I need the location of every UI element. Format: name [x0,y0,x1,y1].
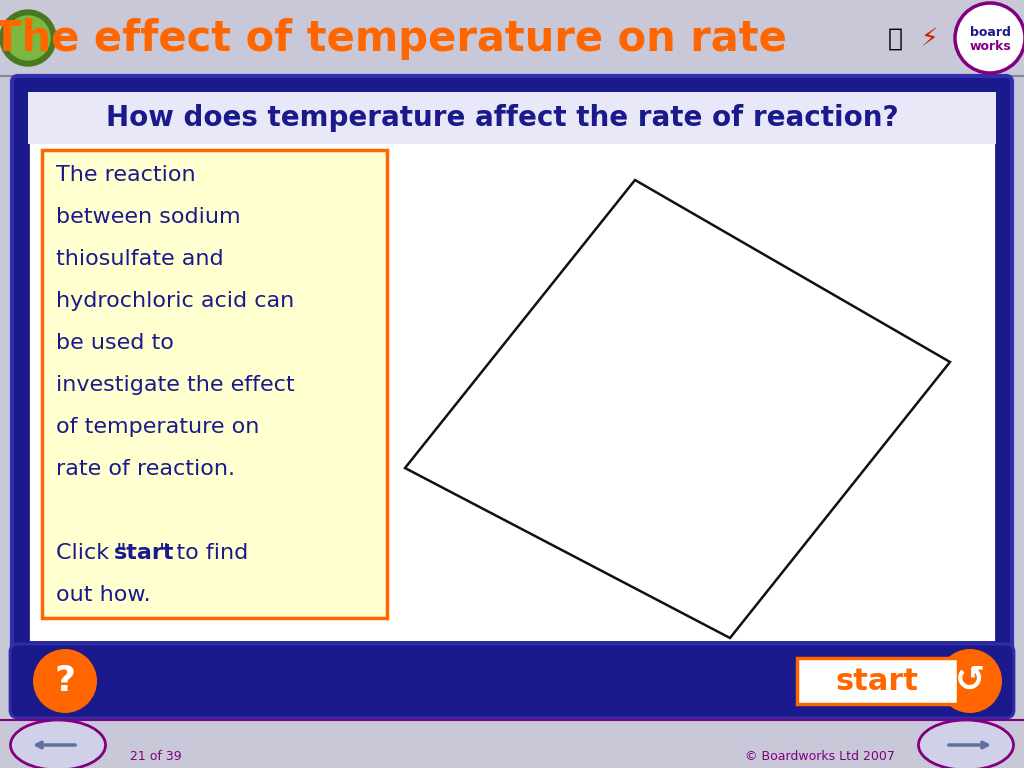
Bar [0,0,1024,75]
Circle shape [938,649,1002,713]
Text: be used to: be used to [56,333,174,353]
Bar [28,92,996,144]
Text: 📖: 📖 [888,27,902,51]
Circle shape [33,649,97,713]
Circle shape [6,16,50,60]
Circle shape [0,10,56,66]
Text: How does temperature affect the rate of reaction?: How does temperature affect the rate of … [105,104,898,132]
Text: © Boardworks Ltd 2007: © Boardworks Ltd 2007 [745,750,895,763]
Text: ?: ? [54,664,76,698]
Text: The reaction: The reaction [56,165,196,185]
Circle shape [955,3,1024,73]
Text: of temperature on: of temperature on [56,417,259,437]
Text: ⚡: ⚡ [922,27,939,51]
FancyBboxPatch shape [797,658,958,704]
FancyBboxPatch shape [10,644,1014,718]
Ellipse shape [919,720,1014,768]
Text: The effect of temperature on rate: The effect of temperature on rate [0,18,786,60]
Text: works: works [969,39,1011,52]
Text: rate of reaction.: rate of reaction. [56,459,234,479]
Text: thiosulfate and: thiosulfate and [56,249,223,269]
Polygon shape [406,180,950,638]
Text: 21 of 39: 21 of 39 [130,750,181,763]
Text: out how.: out how. [56,585,151,605]
Bar [28,92,996,642]
Text: Click ": Click " [56,543,127,563]
Text: hydrochloric acid can: hydrochloric acid can [56,291,294,311]
FancyBboxPatch shape [12,76,1012,658]
Text: board: board [970,27,1011,39]
Text: ↺: ↺ [954,664,985,698]
Ellipse shape [10,720,105,768]
Text: investigate the effect: investigate the effect [56,375,295,395]
Text: " to find: " to find [159,543,248,563]
Bar [42,150,387,618]
Text: start: start [114,543,174,563]
Text: between sodium: between sodium [56,207,241,227]
Text: start: start [836,667,919,696]
